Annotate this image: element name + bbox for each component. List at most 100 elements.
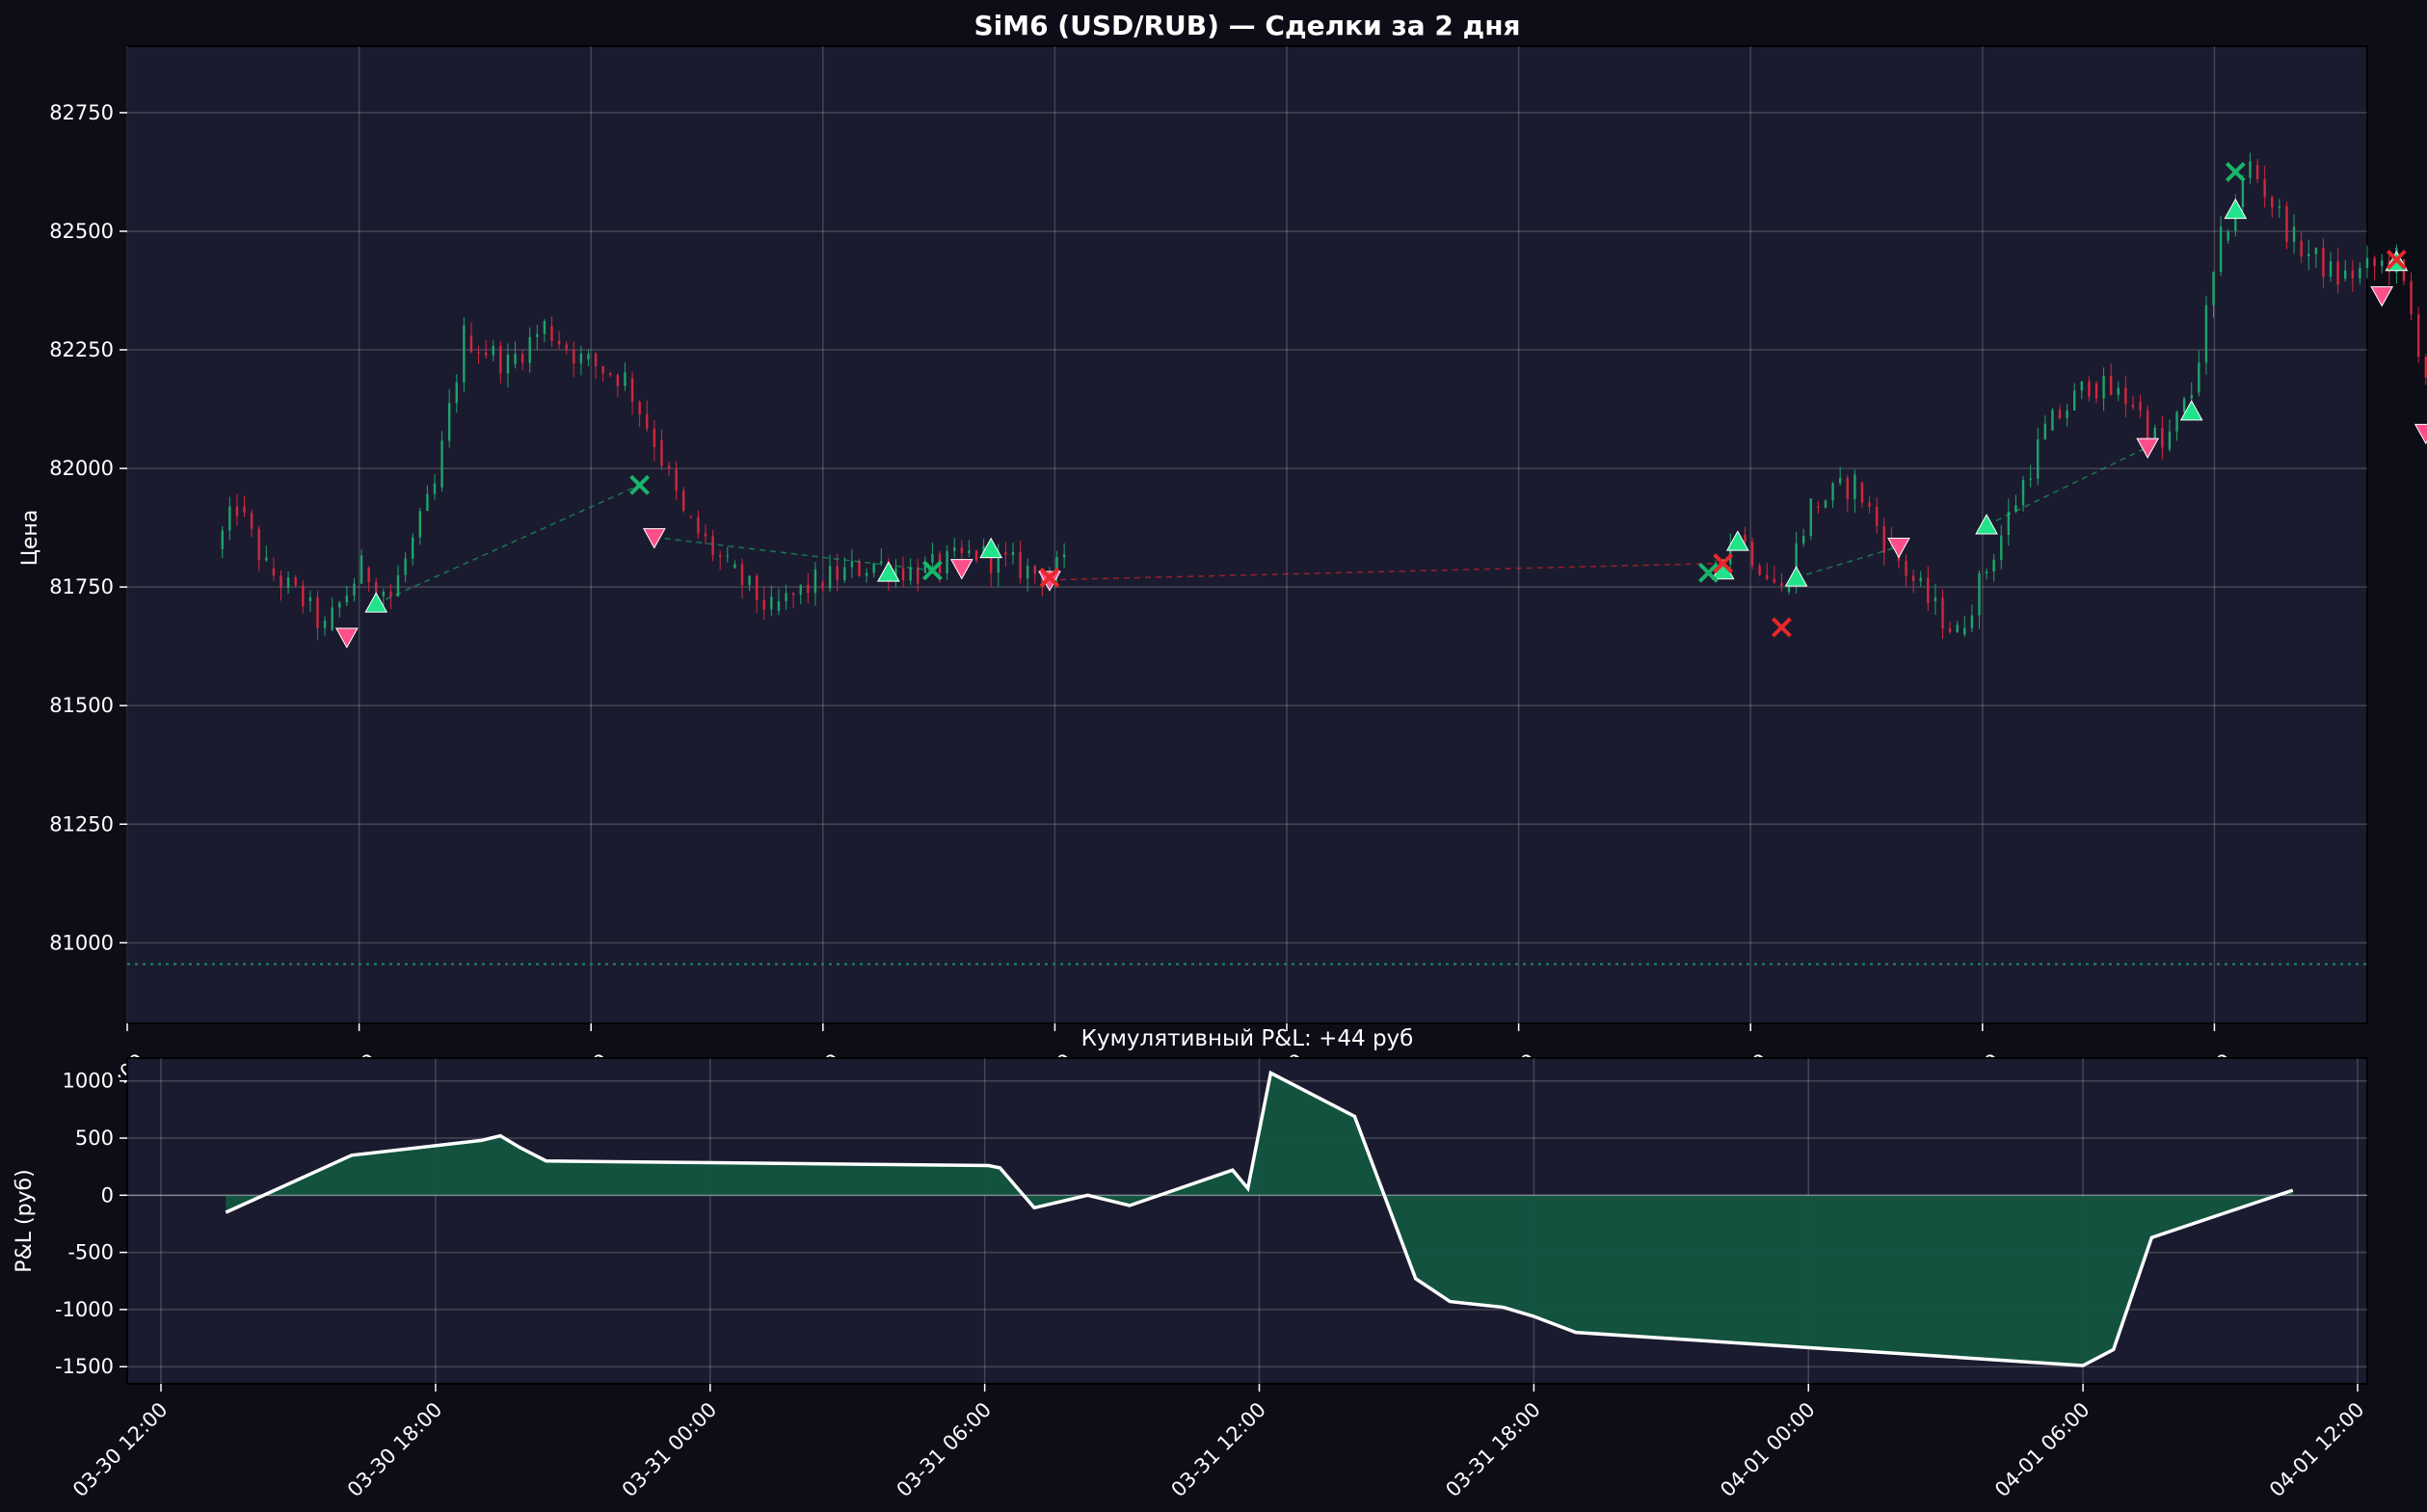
candle-body [316, 597, 319, 628]
candle-body [946, 550, 948, 573]
exit-loss-marker [1039, 567, 1060, 588]
candle-body [280, 575, 282, 588]
candle-body [828, 566, 832, 589]
candle-body [1948, 628, 1952, 632]
candle-body [1802, 535, 1805, 544]
candle-body [2037, 438, 2040, 479]
candle-body [653, 428, 656, 447]
candle-body [1985, 571, 1988, 573]
candle-body [704, 533, 707, 537]
exit-loss-marker [1713, 553, 1734, 573]
exit-win-marker-stroke [2225, 162, 2246, 182]
candle-body [968, 550, 971, 554]
candle-body [1905, 560, 1907, 576]
candle-body [2359, 268, 2361, 279]
candle-body [2182, 398, 2186, 412]
candle-body [748, 575, 751, 586]
candle-body [1911, 575, 1915, 582]
price-chart-panel: 81000 81250 81500 81750 82000 82250 82500 82750… [18, 45, 2427, 1088]
candle-body [2014, 505, 2017, 513]
candle-body [2146, 410, 2149, 439]
pnl-area-fill [226, 1073, 2293, 1366]
candle-body [426, 493, 429, 512]
candle-body [235, 506, 239, 517]
candle-body [257, 528, 260, 561]
candle-body [2190, 394, 2193, 399]
candle-body [836, 566, 839, 581]
candle-body [1963, 627, 1966, 635]
trade-markers [334, 162, 2427, 649]
candle-body [1919, 577, 1922, 582]
exit-loss-marker-stroke [2386, 250, 2407, 270]
candle-body [1750, 542, 1754, 567]
candle-body [646, 414, 649, 429]
candle-body [813, 569, 817, 594]
candle-body [609, 373, 612, 376]
exit-win-marker [1698, 562, 1719, 583]
candle-body [1934, 597, 1937, 601]
price-y-tick-label: 81500 [49, 694, 114, 717]
candle-body [1744, 535, 1747, 543]
candle-body [901, 568, 905, 581]
candle-body [418, 511, 421, 538]
candle-body [909, 567, 912, 581]
candle-body [1766, 574, 1769, 579]
candle-body [243, 506, 246, 513]
sell-marker [642, 528, 666, 549]
candle-body [1970, 615, 1974, 628]
candle-body [872, 563, 875, 573]
candle-body [2080, 381, 2084, 391]
candle-body [667, 465, 671, 469]
candle-body [1992, 559, 1995, 572]
sell-marker [949, 559, 973, 580]
candle-body [1838, 478, 1842, 484]
candle-body [2043, 423, 2047, 439]
candle-body [2021, 479, 2025, 506]
candle-body [294, 577, 297, 586]
exit-loss-marker [2386, 250, 2407, 270]
candle-body [447, 403, 451, 441]
candle-body [331, 607, 333, 630]
candle-body [2007, 512, 2011, 535]
candle-body [2234, 206, 2237, 231]
candle-body [880, 561, 883, 564]
pnl-y-tick-label: 0 [101, 1183, 114, 1207]
pnl-line [225, 1070, 2294, 1367]
candle-body [2139, 402, 2142, 411]
candle-body [858, 561, 861, 576]
candle-body [463, 325, 466, 383]
candle-body [1927, 577, 1930, 603]
price-y-tick-label: 81000 [49, 931, 114, 954]
candle-body [923, 562, 927, 573]
candle-body [1868, 502, 1871, 508]
candle-body [543, 321, 547, 334]
exit-win-marker-stroke [629, 474, 651, 495]
exit-loss-marker-stroke [1713, 553, 1734, 573]
buy-marker [877, 561, 900, 582]
candle-body [2344, 270, 2347, 279]
candle-body [2227, 230, 2229, 241]
candle-body [433, 483, 437, 494]
candle-body [396, 574, 400, 597]
candle-body [404, 558, 407, 575]
buy-marker [2224, 198, 2248, 220]
candle-body [2198, 362, 2200, 393]
candle-body [375, 582, 378, 597]
candle-body [2416, 314, 2420, 358]
candle-body [785, 593, 787, 601]
figure-title: SiM6 (USD/RUB) — Сделки за 2 дня [973, 10, 1520, 41]
pnl-y-axis-label: P&L (руб) [13, 1169, 37, 1272]
candle-body [733, 564, 736, 569]
candle-body [2153, 427, 2156, 439]
candle-body [440, 440, 443, 488]
candle-body [265, 557, 268, 561]
candle-body [2380, 260, 2384, 267]
candle-body [492, 345, 494, 356]
candle-body [1956, 624, 1959, 632]
candle-body [1787, 584, 1791, 593]
candle-body [843, 567, 846, 581]
pnl-y-ticks: -1500 -1000 -500 0 500 1000 [55, 1070, 127, 1378]
candle-body [506, 355, 510, 374]
candle-body [1011, 551, 1015, 555]
